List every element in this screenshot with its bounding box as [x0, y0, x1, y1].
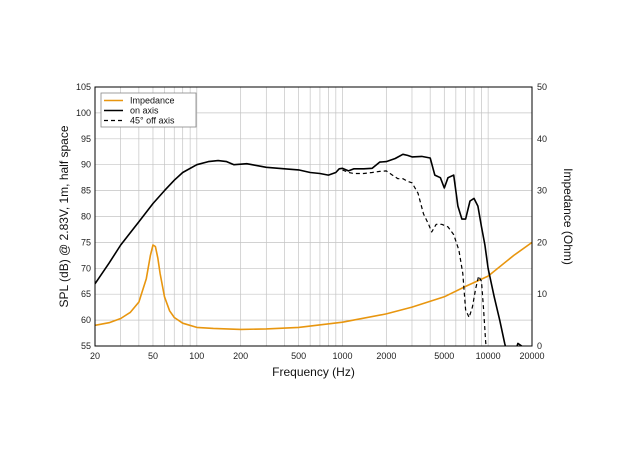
y2-tick-label: 40 — [537, 134, 547, 144]
y2-tick-label: 20 — [537, 237, 547, 247]
legend: Impedance on axis 45° off axis — [100, 92, 197, 128]
series-line-45-off-axis — [342, 169, 487, 346]
x-tick-label: 500 — [291, 351, 306, 361]
y-tick-label: 75 — [81, 237, 91, 247]
tick-labels: 20 50 100 200 500 1000 2000 5000 10000 2000055606… — [76, 82, 547, 361]
y-tick-label: 80 — [81, 212, 91, 222]
legend-label-impedance: Impedance — [130, 96, 175, 106]
y2-tick-label: 30 — [537, 186, 547, 196]
y-tick-label: 65 — [81, 289, 91, 299]
y-tick-label: 55 — [81, 341, 91, 351]
x-axis-label: Frequency (Hz) — [272, 365, 355, 379]
y-tick-label: 105 — [76, 82, 91, 92]
y2-axis-label: Impedance (Ohm) — [561, 168, 575, 265]
x-tick-label: 10000 — [476, 351, 501, 361]
y2-tick-label: 0 — [537, 341, 542, 351]
x-tick-label: 1000 — [332, 351, 352, 361]
x-tick-label: 20 — [90, 351, 100, 361]
y2-tick-label: 10 — [537, 289, 547, 299]
y-tick-label: 70 — [81, 263, 91, 273]
x-tick-label: 5000 — [434, 351, 454, 361]
x-tick-label: 200 — [233, 351, 248, 361]
y-tick-label: 85 — [81, 186, 91, 196]
y-tick-label: 95 — [81, 134, 91, 144]
y2-tick-label: 50 — [537, 82, 547, 92]
series-line-on-axis — [95, 153, 523, 346]
legend-label-45-off-axis: 45° off axis — [130, 116, 175, 126]
plot-frame — [94, 86, 533, 347]
y-tick-label: 90 — [81, 160, 91, 170]
legend-label-on-axis: on axis — [130, 106, 159, 116]
y-axis-label: SPL (dB) @ 2.83V, 1m, half space — [57, 125, 71, 307]
series-line-impedance — [95, 241, 532, 331]
y-tick-label: 60 — [81, 315, 91, 325]
x-tick-label: 50 — [148, 351, 158, 361]
y-tick-label: 100 — [76, 108, 91, 118]
x-tick-label: 100 — [189, 351, 204, 361]
x-tick-label: 2000 — [376, 351, 396, 361]
x-tick-label: 20000 — [519, 351, 544, 361]
series-layer — [95, 153, 532, 346]
